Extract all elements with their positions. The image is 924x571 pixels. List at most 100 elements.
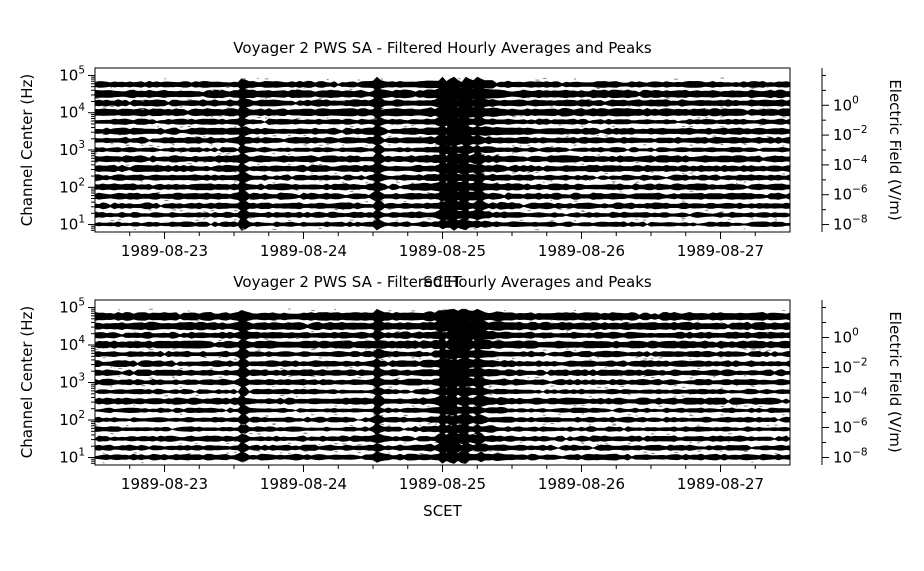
peak-mark xyxy=(573,405,577,407)
peak-mark xyxy=(535,377,540,379)
peak-mark xyxy=(288,135,291,137)
avg-mark xyxy=(195,136,198,138)
peak-mark xyxy=(519,115,523,117)
peak-mark xyxy=(612,189,616,191)
peak-mark xyxy=(766,424,770,426)
peak-mark xyxy=(473,423,476,425)
peak-mark xyxy=(535,79,540,81)
avg-mark xyxy=(318,443,321,445)
peak-mark xyxy=(95,162,98,164)
peak-mark xyxy=(643,144,647,146)
peak-mark xyxy=(295,189,299,191)
peak-mark xyxy=(272,386,275,387)
avg-mark xyxy=(581,322,585,323)
peak-mark xyxy=(195,219,200,221)
peak-mark xyxy=(149,308,153,310)
avg-mark xyxy=(141,108,144,110)
avg-mark xyxy=(179,90,182,91)
avg-mark xyxy=(388,452,391,454)
peak-mark xyxy=(697,424,700,426)
avg-mark xyxy=(102,452,105,454)
peak-mark xyxy=(743,450,748,452)
avg-mark xyxy=(295,88,300,90)
peak-mark xyxy=(527,210,531,212)
peak-mark xyxy=(558,208,562,210)
avg-mark xyxy=(581,442,585,444)
peak-mark xyxy=(380,78,383,80)
peak-mark xyxy=(388,144,391,146)
peak-mark xyxy=(303,134,307,136)
avg-mark xyxy=(118,367,123,369)
peak-mark xyxy=(241,78,246,80)
peak-mark xyxy=(226,153,231,155)
peak-mark xyxy=(697,319,699,321)
peak-mark xyxy=(195,320,200,322)
peak-mark xyxy=(681,218,686,219)
peak-mark xyxy=(581,413,584,415)
peak-mark xyxy=(288,308,291,310)
peak-mark xyxy=(457,78,461,80)
avg-mark xyxy=(396,331,400,333)
avg-mark xyxy=(118,219,122,221)
peak-mark xyxy=(118,375,120,377)
peak-mark xyxy=(488,394,493,396)
peak-mark xyxy=(179,443,182,444)
avg-mark xyxy=(473,163,477,165)
peak-mark xyxy=(674,395,677,397)
peak-mark xyxy=(689,377,694,379)
peak-mark xyxy=(373,181,375,183)
channel-band xyxy=(95,308,790,324)
peak-mark xyxy=(141,181,143,183)
peak-mark xyxy=(589,180,591,181)
avg-mark xyxy=(627,322,632,324)
peak-mark xyxy=(728,441,730,443)
subplot2-yaxis-right-label: Electric Field (V/m) xyxy=(886,311,904,453)
peak-mark xyxy=(743,181,747,183)
peak-mark xyxy=(234,451,237,453)
peak-mark xyxy=(326,117,329,119)
peak-mark xyxy=(620,191,622,193)
peak-mark xyxy=(249,87,253,89)
subplot2-xaxis-label: SCET xyxy=(423,502,462,520)
x-tick-label: 1989-08-25 xyxy=(399,475,486,493)
peak-mark xyxy=(257,77,259,79)
peak-mark xyxy=(566,329,570,331)
avg-mark xyxy=(735,183,738,184)
avg-mark xyxy=(141,144,144,146)
peak-mark xyxy=(581,210,584,211)
peak-mark xyxy=(720,77,724,79)
avg-mark xyxy=(241,461,245,463)
peak-mark xyxy=(342,144,344,146)
peak-mark xyxy=(566,134,570,136)
peak-mark xyxy=(280,395,284,397)
peak-mark xyxy=(550,423,555,424)
peak-mark xyxy=(573,220,576,222)
peak-mark xyxy=(620,403,623,405)
channel-band xyxy=(95,95,790,110)
peak-mark xyxy=(311,414,315,416)
peak-mark xyxy=(550,319,553,321)
peak-mark xyxy=(604,135,608,137)
peak-mark xyxy=(388,357,391,359)
channel-bands xyxy=(95,76,790,231)
avg-mark xyxy=(187,126,191,127)
y-tick-label: 102 xyxy=(59,176,85,196)
peak-mark xyxy=(365,145,368,147)
peak-mark xyxy=(403,442,406,444)
avg-mark xyxy=(550,220,555,222)
peak-mark xyxy=(596,88,600,89)
avg-mark xyxy=(357,136,360,138)
avg-mark xyxy=(473,405,477,407)
peak-mark xyxy=(110,143,114,145)
channel-band xyxy=(95,327,790,342)
avg-mark xyxy=(411,182,414,184)
channel-band xyxy=(95,318,790,333)
peak-mark xyxy=(504,310,506,311)
peak-mark xyxy=(604,367,607,369)
x-tick-label: 1989-08-25 xyxy=(399,242,486,260)
avg-mark xyxy=(187,99,192,101)
avg-mark xyxy=(519,145,522,147)
channel-bands xyxy=(95,308,790,464)
peak-mark xyxy=(326,78,329,80)
peak-mark xyxy=(542,414,546,416)
